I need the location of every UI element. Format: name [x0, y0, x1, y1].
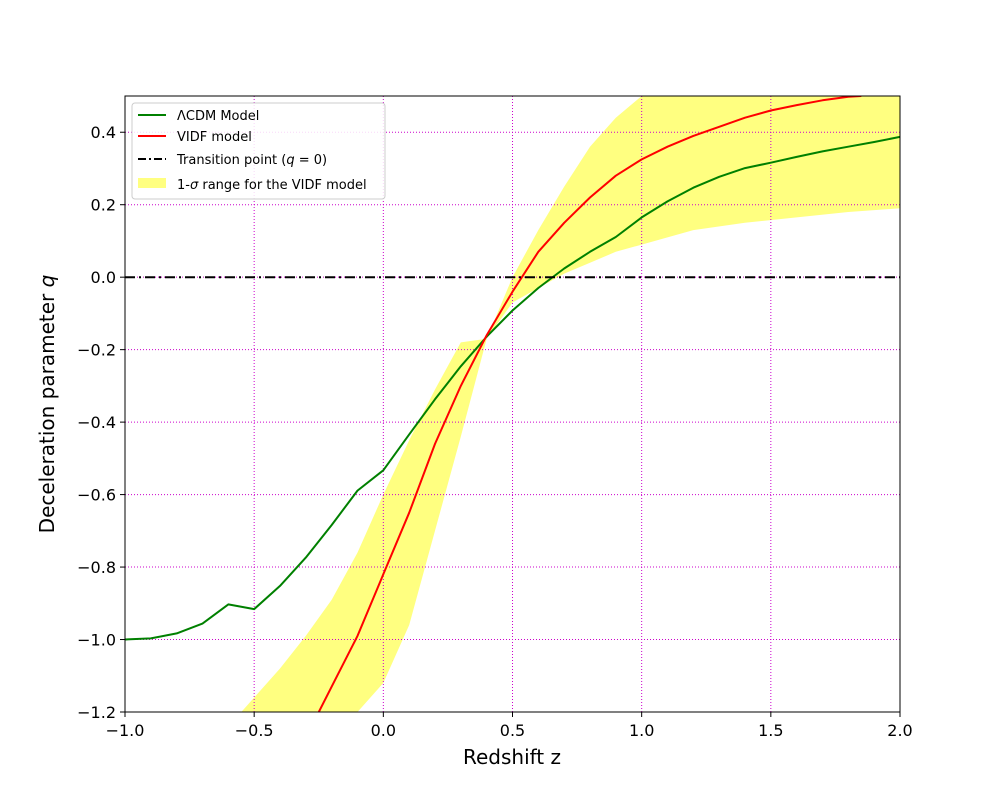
- y-axis: −1.2 −1.0 −0.8 −0.6 −0.4 −0.2 0.0 0.2 0.4: [77, 123, 125, 722]
- x-tick-label: 2.0: [887, 721, 912, 740]
- series-line-lcdm: [125, 135, 900, 641]
- x-tick-label: 1.0: [629, 721, 654, 740]
- y-tick-label: 0.0: [91, 268, 116, 287]
- legend-label-transition: Transition point (q = 0): [176, 153, 327, 168]
- x-tick-label: −0.5: [235, 721, 274, 740]
- legend-swatch-band: [138, 178, 166, 188]
- legend-box: [131, 102, 386, 200]
- legend-label-band: 1-σ range for the VIDF model: [177, 178, 367, 193]
- y-tick-label: −0.2: [77, 341, 116, 360]
- legend: ΛCDM Model VIDF model Transition point (…: [131, 102, 386, 200]
- x-tick-label: −1.0: [106, 721, 145, 740]
- legend-label-vidf: VIDF model: [177, 130, 252, 145]
- y-tick-label: −0.8: [77, 558, 116, 577]
- y-tick-label: −1.2: [77, 703, 116, 722]
- legend-label-lcdm: ΛCDM Model: [177, 109, 259, 124]
- y-tick-label: 0.4: [91, 123, 116, 142]
- x-axis: −1.0 −0.5 0.0 0.5 1.0 1.5 2.0: [106, 712, 913, 740]
- x-axis-label: Redshift z: [463, 745, 561, 769]
- y-tick-label: −1.0: [77, 631, 116, 650]
- grid-layer: [125, 96, 900, 712]
- y-tick-label: 0.2: [91, 196, 116, 215]
- series-layer: [125, 96, 900, 712]
- x-tick-label: 0.5: [500, 721, 525, 740]
- confidence-band-layer: [241, 96, 900, 712]
- y-axis-label: Deceleration parameter q: [35, 275, 59, 534]
- y-tick-label: −0.4: [77, 413, 116, 432]
- series-line-vidf: [317, 96, 862, 712]
- x-tick-label: 1.5: [758, 721, 783, 740]
- y-tick-label: −0.6: [77, 486, 116, 505]
- x-tick-label: 0.0: [371, 721, 396, 740]
- confidence-band: [241, 96, 900, 712]
